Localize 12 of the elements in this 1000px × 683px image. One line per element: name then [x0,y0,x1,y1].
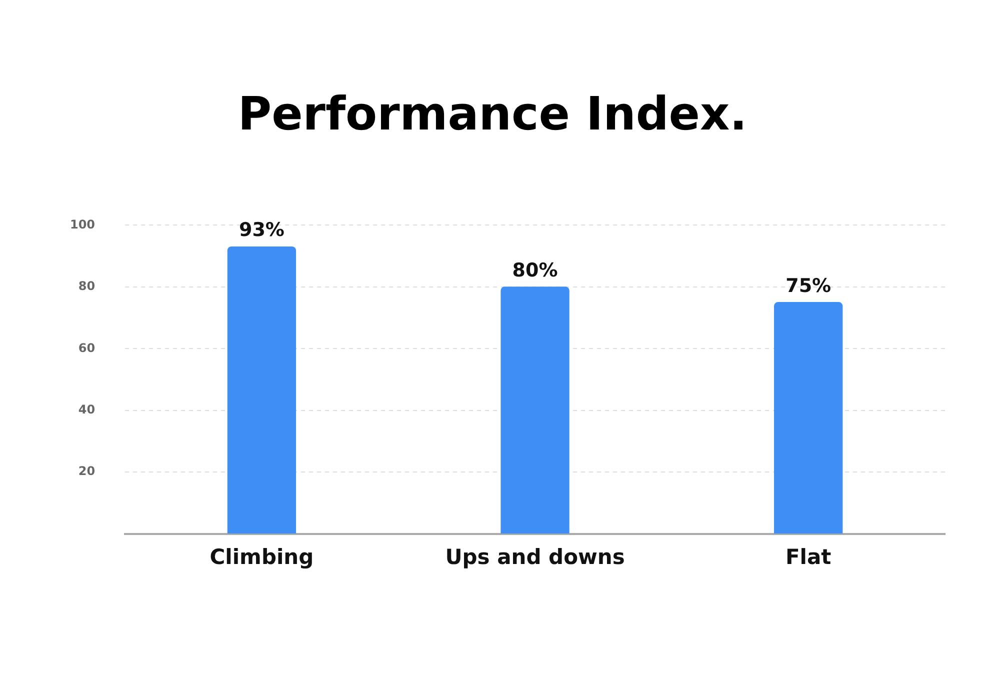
x-tick-label: Flat [785,544,832,569]
y-tick-label: 100 [70,217,96,232]
chart-title: Performance Index. [238,86,748,141]
y-tick-label: 40 [78,402,96,416]
data-label: 75% [786,274,832,297]
y-tick-label: 20 [78,464,96,478]
x-tick-label: Climbing [210,544,314,569]
x-tick-label: Ups and downs [445,544,625,569]
y-tick-label: 60 [78,340,96,355]
data-label: 80% [512,259,558,282]
data-label: 93% [238,219,284,242]
y-tick-label: 80 [78,279,96,294]
